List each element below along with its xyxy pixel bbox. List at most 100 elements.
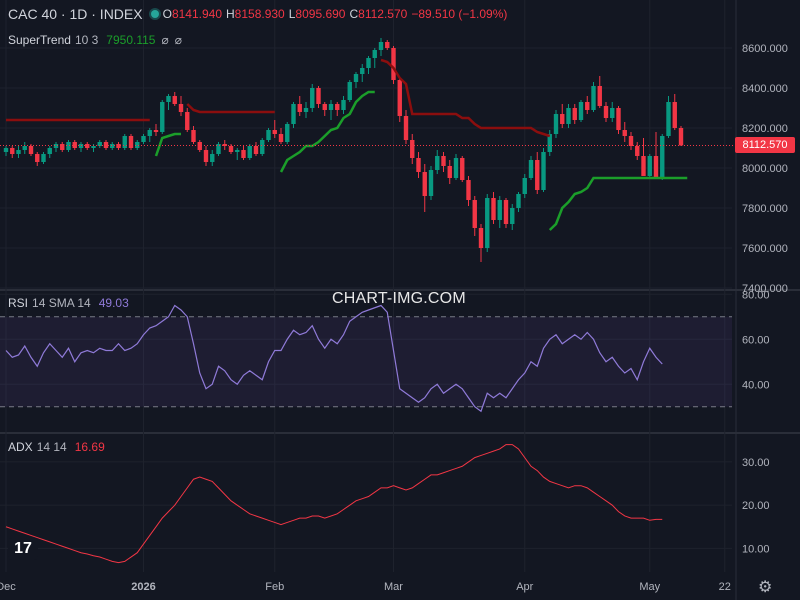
candle[interactable] (53, 142, 59, 152)
candle[interactable] (253, 142, 259, 156)
candle[interactable] (603, 102, 609, 122)
candle[interactable] (47, 146, 52, 158)
candle[interactable] (28, 144, 34, 156)
candle[interactable] (335, 102, 340, 116)
price-pane[interactable] (0, 38, 736, 262)
candle[interactable] (97, 140, 102, 148)
candle[interactable] (116, 142, 121, 150)
symbol-legend[interactable]: CAC 40 · 1D · INDEX O 8141.940 H 8158.930 … (8, 6, 511, 22)
candle[interactable] (541, 148, 546, 192)
candle[interactable] (566, 104, 571, 128)
candle[interactable] (453, 154, 459, 180)
rsi-line[interactable] (5, 304, 663, 413)
candle[interactable] (166, 94, 171, 110)
candle[interactable] (547, 130, 552, 156)
candle[interactable] (10, 146, 15, 158)
candle[interactable] (397, 78, 402, 122)
candle[interactable] (366, 56, 371, 74)
candle[interactable] (678, 126, 684, 146)
candle[interactable] (635, 142, 640, 160)
candle[interactable] (66, 140, 71, 152)
candle[interactable] (578, 100, 584, 122)
candle[interactable] (247, 144, 252, 160)
candle[interactable] (628, 132, 634, 150)
candle[interactable] (535, 152, 540, 194)
candle[interactable] (185, 108, 190, 132)
candle[interactable] (672, 94, 677, 130)
candle[interactable] (110, 142, 115, 150)
candle[interactable] (122, 134, 127, 150)
candle[interactable] (641, 138, 646, 176)
candle[interactable] (341, 96, 346, 114)
candle[interactable] (241, 146, 246, 160)
candle[interactable] (216, 142, 221, 156)
tradingview-logo-icon[interactable]: 17 (8, 538, 38, 560)
candle[interactable] (135, 140, 140, 150)
rsi-legend[interactable]: RSI 14 SMA 14 49.03 (8, 296, 133, 310)
candle[interactable] (222, 140, 227, 150)
eye-crossed-icon[interactable]: ⌀ (161, 33, 169, 47)
candle[interactable] (441, 152, 446, 172)
rsi-pane[interactable] (0, 304, 732, 413)
candle[interactable] (16, 146, 21, 158)
supertrend-line-up[interactable] (548, 176, 688, 231)
adx-legend[interactable]: ADX 14 14 16.69 (8, 440, 109, 454)
candle[interactable] (297, 96, 302, 116)
candle[interactable] (72, 140, 77, 150)
candle[interactable] (491, 192, 496, 224)
candle[interactable] (197, 140, 202, 152)
candle[interactable] (60, 142, 65, 152)
candle[interactable] (478, 224, 484, 262)
candle[interactable] (3, 146, 9, 156)
candle[interactable] (178, 96, 184, 116)
candle[interactable] (435, 150, 440, 174)
candle[interactable] (422, 164, 427, 212)
candle[interactable] (616, 106, 621, 134)
candle[interactable] (385, 40, 390, 50)
candle[interactable] (585, 96, 590, 114)
candle[interactable] (353, 72, 359, 88)
supertrend-line-down[interactable] (186, 103, 275, 114)
candle[interactable] (160, 100, 165, 134)
eye-crossed-icon[interactable]: ⌀ (174, 33, 182, 47)
candle[interactable] (416, 152, 421, 178)
symbol-title[interactable]: CAC 40 · 1D · INDEX (8, 6, 143, 22)
supertrend-line-down[interactable] (380, 58, 551, 138)
adx-line[interactable] (5, 444, 663, 564)
candle[interactable] (347, 80, 352, 102)
candle[interactable] (260, 138, 265, 156)
candle[interactable] (210, 150, 215, 166)
candle[interactable] (660, 134, 665, 180)
candle[interactable] (485, 194, 490, 252)
candle[interactable] (360, 64, 365, 82)
candle[interactable] (272, 120, 277, 138)
candle[interactable] (516, 192, 521, 212)
candle[interactable] (391, 46, 396, 84)
candle[interactable] (85, 142, 90, 150)
candle[interactable] (622, 122, 627, 142)
candle[interactable] (572, 104, 577, 124)
candle[interactable] (285, 122, 290, 144)
supertrend-line-up[interactable] (279, 90, 375, 173)
candle[interactable] (203, 146, 209, 166)
candle[interactable] (278, 128, 284, 144)
candle[interactable] (35, 152, 40, 166)
candle[interactable] (235, 148, 240, 160)
candle[interactable] (510, 204, 515, 230)
candle[interactable] (497, 196, 502, 228)
candle[interactable] (528, 156, 534, 180)
candle[interactable] (41, 152, 46, 164)
candle[interactable] (597, 76, 602, 108)
candle[interactable] (372, 48, 377, 68)
candle[interactable] (666, 96, 671, 138)
candle[interactable] (141, 134, 146, 144)
candle[interactable] (153, 124, 159, 136)
candle[interactable] (310, 84, 315, 112)
candle[interactable] (291, 102, 296, 128)
candle[interactable] (266, 128, 271, 142)
candle[interactable] (428, 166, 434, 200)
candle[interactable] (403, 110, 409, 144)
candle[interactable] (466, 176, 471, 206)
candle[interactable] (78, 142, 84, 152)
candle[interactable] (472, 196, 477, 236)
